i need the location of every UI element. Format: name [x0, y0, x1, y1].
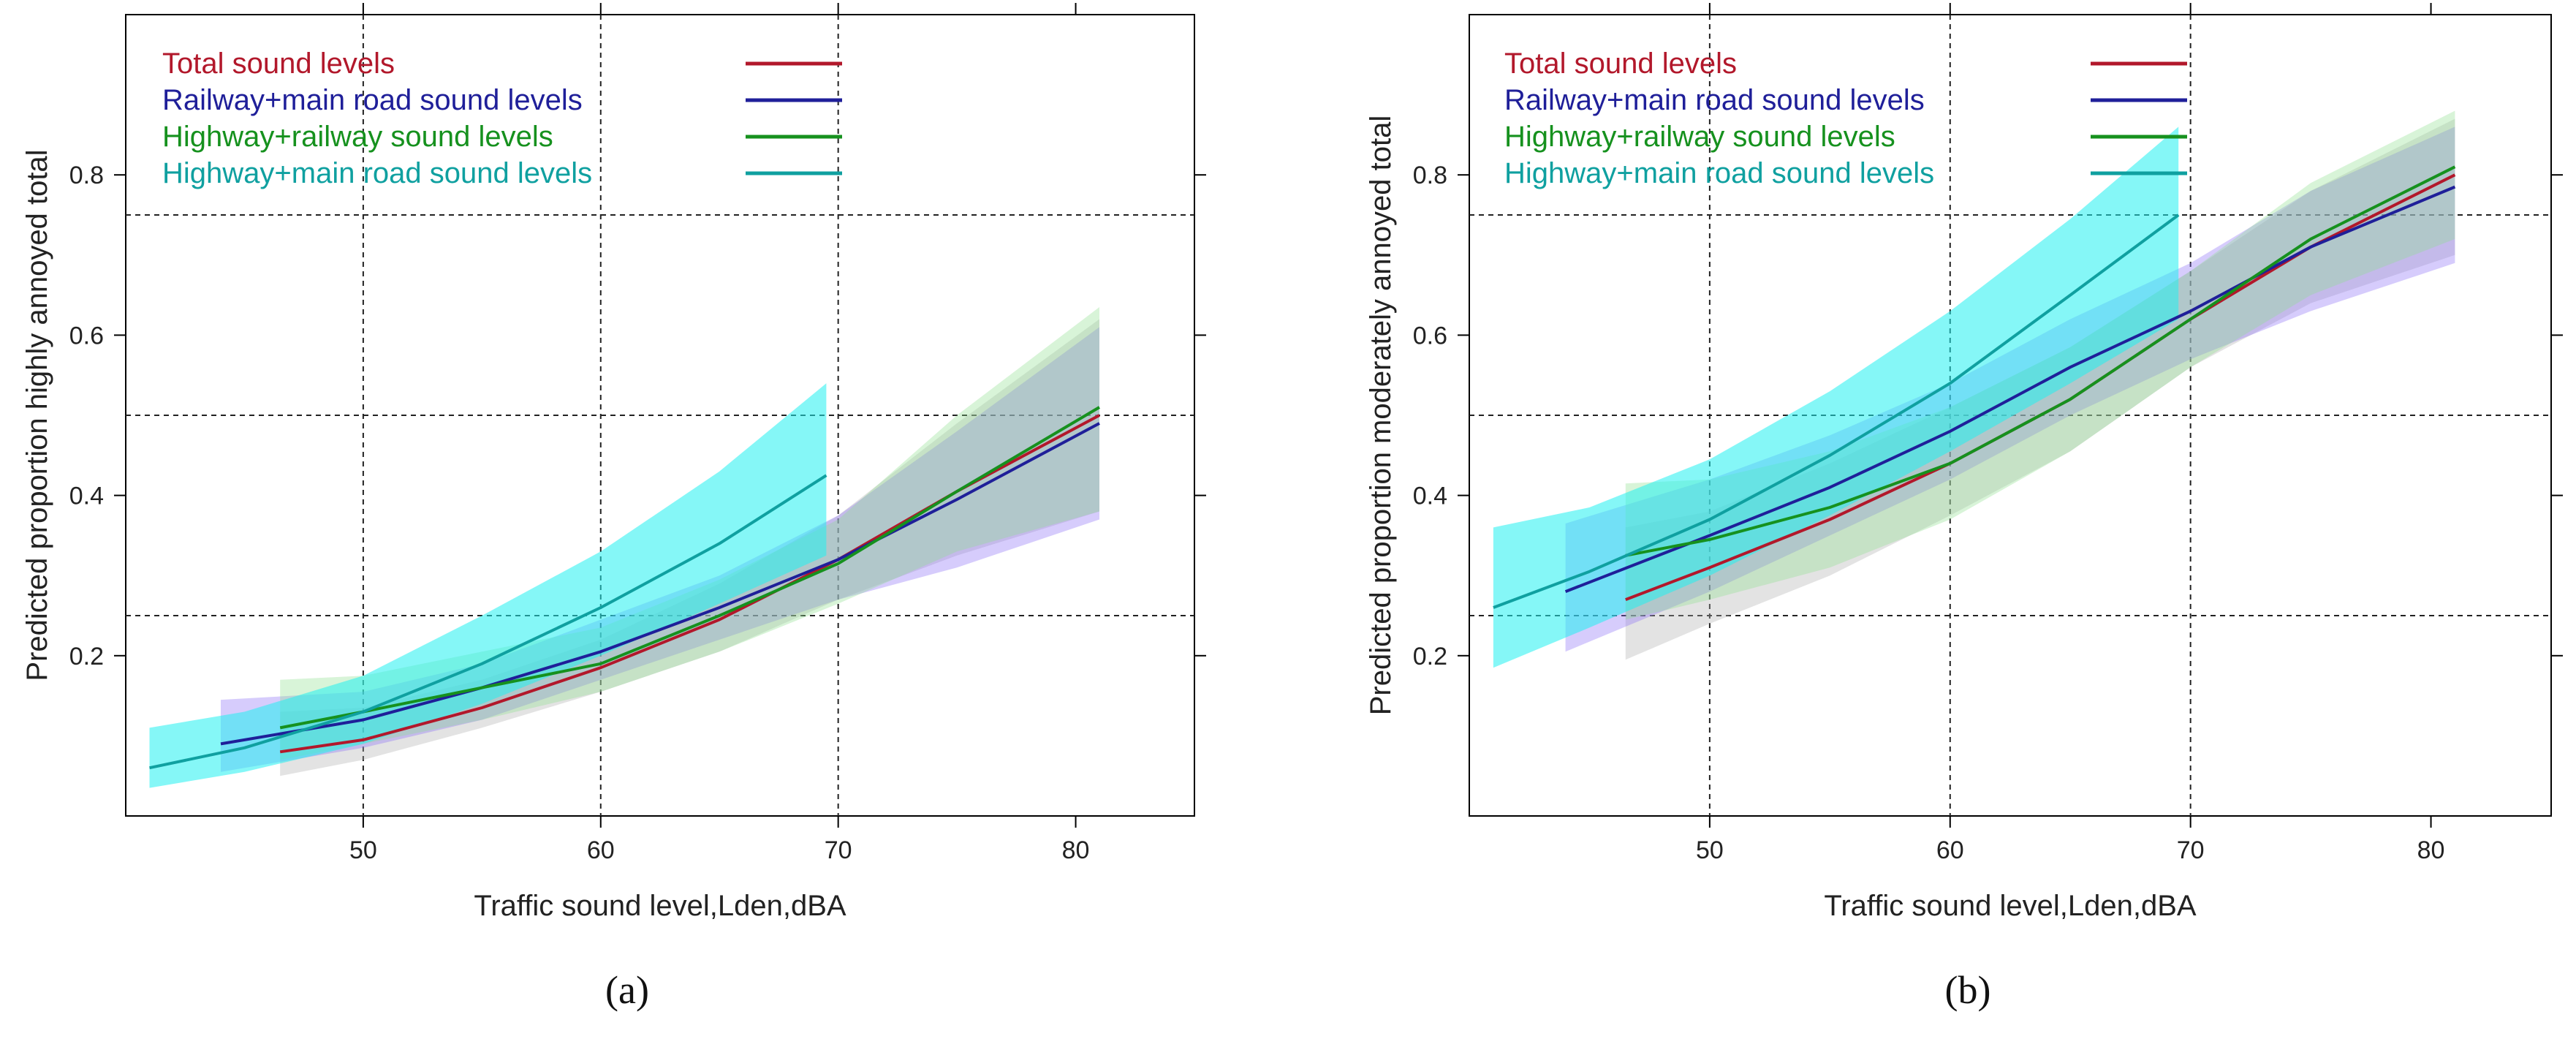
- y-tick-label: 0.6: [1413, 322, 1447, 349]
- x-tick-label: 80: [1062, 836, 1090, 864]
- x-tick-label: 70: [825, 836, 852, 864]
- chart-panel-b: 50 60 70 80 0.2 0.4 0.6 0.8 Traffic sound level,…: [1365, 3, 2563, 1012]
- y-tick-label: 0.4: [1413, 483, 1447, 510]
- y-tick-label: 0.6: [69, 322, 104, 349]
- confidence-band: [1493, 126, 2179, 668]
- y-tick-label: 0.8: [1413, 162, 1447, 189]
- series-line: [220, 422, 1100, 746]
- x-tick-label: 50: [1696, 836, 1724, 864]
- x-tick-label: 70: [2177, 836, 2205, 864]
- legend-label: Highway+railway sound levels: [1504, 121, 1895, 153]
- x-tick-label: 50: [349, 836, 377, 864]
- x-tick-label: 80: [2417, 836, 2445, 864]
- series-line: [1625, 165, 2456, 557]
- x-axis-label: Traffic sound level,Lden,dBA: [1824, 890, 2197, 922]
- legend-label: Highway+railway sound levels: [162, 121, 553, 153]
- x-tick-label: 60: [1936, 836, 1964, 864]
- y-tick-label: 0.4: [69, 483, 104, 510]
- legend-label: Total sound levels: [1504, 48, 1737, 80]
- x-tick-label: 60: [587, 836, 615, 864]
- y-tick-label: 0.2: [69, 643, 104, 670]
- y-axis-label: Predicted proportion moderately annoyed …: [1365, 116, 1397, 716]
- panel-caption: (a): [605, 968, 649, 1012]
- legend-label: Total sound levels: [162, 48, 395, 80]
- series-line: [149, 474, 827, 770]
- legend-label: Highway+main road sound levels: [162, 157, 592, 189]
- legend-label: Railway+main road sound levels: [162, 84, 583, 116]
- confidence-band: [149, 383, 827, 788]
- y-tick-label: 0.2: [1413, 643, 1447, 670]
- legend-label: Highway+main road sound levels: [1504, 157, 1934, 189]
- x-axis-label: Traffic sound level,Lden,dBA: [474, 890, 846, 922]
- panel-caption: (b): [1945, 968, 1991, 1012]
- chart-panel-a: 50 60 70 80 0.2 0.4 0.6 0.8 Traffic sound level,…: [21, 3, 1206, 1012]
- series-line: [279, 406, 1101, 730]
- series-line: [1564, 185, 2456, 593]
- series-line: [1493, 213, 2180, 609]
- legend-label: Railway+main road sound levels: [1504, 84, 1925, 116]
- y-tick-label: 0.8: [69, 162, 104, 189]
- y-axis-label: Predicted proportion highly annoyed tota…: [21, 149, 53, 681]
